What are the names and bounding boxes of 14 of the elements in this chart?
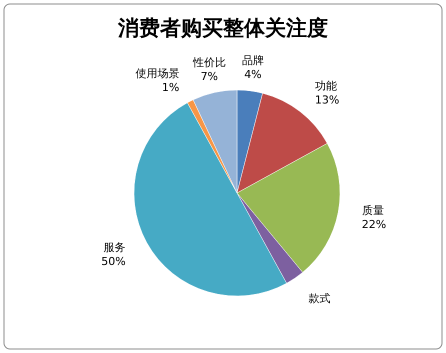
data-label: 13% xyxy=(314,94,340,107)
data-label: 50% xyxy=(101,255,126,268)
chart-title: 消费者购买整体关注度 xyxy=(117,15,328,40)
slice-label: 性价比 xyxy=(192,56,226,70)
slice-label: 品牌 xyxy=(242,54,264,67)
data-label: 4% xyxy=(244,68,262,81)
slice-label: 款式 xyxy=(308,292,330,306)
slice-label: 功能 xyxy=(314,80,337,93)
data-label: 22% xyxy=(362,218,386,231)
slice-label: 使用场景 xyxy=(135,66,180,80)
data-label: 7% xyxy=(200,70,218,84)
slice-label: 服务 xyxy=(104,241,126,254)
data-label: 1% xyxy=(162,80,180,94)
slice-label: 质量 xyxy=(362,204,384,217)
